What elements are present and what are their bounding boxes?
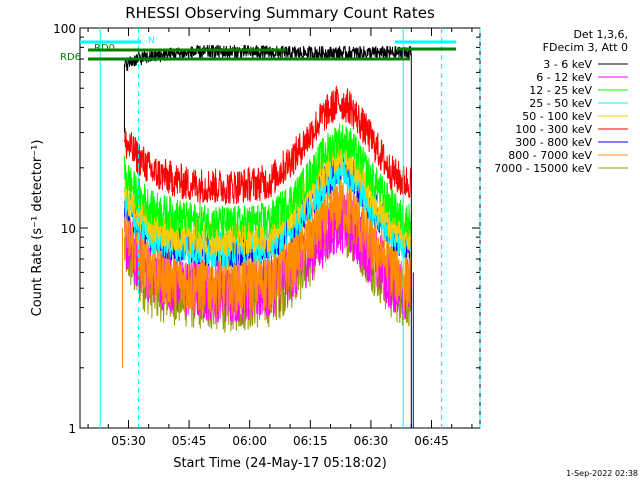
x-axis-ticks: 05:30 05:45 06:00 06:15 06:30 06:45 <box>87 28 473 448</box>
legend-label: 25 - 50 keV <box>529 97 592 110</box>
x-tick-label: 06:45 <box>414 434 449 448</box>
y-axis-label: Count Rate (s⁻¹ detector⁻¹) <box>30 140 45 317</box>
y-axis-ticks: 1 10 100 <box>53 22 480 436</box>
y-tick-label: 100 <box>53 22 76 36</box>
legend-header-line-2: FDecim 3, Att 0 <box>543 41 628 54</box>
x-tick-label: 05:45 <box>172 434 207 448</box>
legend-label: 50 - 100 keV <box>522 110 592 123</box>
x-tick-label: 05:30 <box>111 434 146 448</box>
y-tick-label: 10 <box>61 222 76 236</box>
series-line-4 <box>123 136 412 257</box>
legend-label: 300 - 800 keV <box>515 136 592 149</box>
legend-header-line-1: Det 1,3,6, <box>573 28 628 41</box>
rd6-flag-label: RD6 <box>60 52 81 63</box>
n-flag-label: N <box>148 36 155 46</box>
series-line-5 <box>123 85 412 205</box>
chart-title: RHESSI Observing Summary Count Rates <box>125 4 435 22</box>
legend-label: 7000 - 15000 keV <box>494 162 592 175</box>
x-tick-label: 06:15 <box>293 434 328 448</box>
series-line-2 <box>123 123 412 240</box>
y-tick-label: 1 <box>68 422 76 436</box>
footer-timestamp: 1-Sep-2022 02:38 <box>566 469 638 478</box>
legend-label: 3 - 6 keV <box>543 58 592 71</box>
legend-label: 12 - 25 keV <box>529 84 592 97</box>
legend-label: 6 - 12 keV <box>536 71 592 84</box>
rd0-flag-label: RD0 <box>94 43 115 54</box>
legend-label: 800 - 7000 keV <box>508 149 592 162</box>
legend-label: 100 - 300 keV <box>515 123 592 136</box>
x-axis-label: Start Time (24-May-17 05:18:02) <box>173 456 387 471</box>
x-tick-label: 06:00 <box>232 434 267 448</box>
x-tick-label: 06:30 <box>354 434 389 448</box>
